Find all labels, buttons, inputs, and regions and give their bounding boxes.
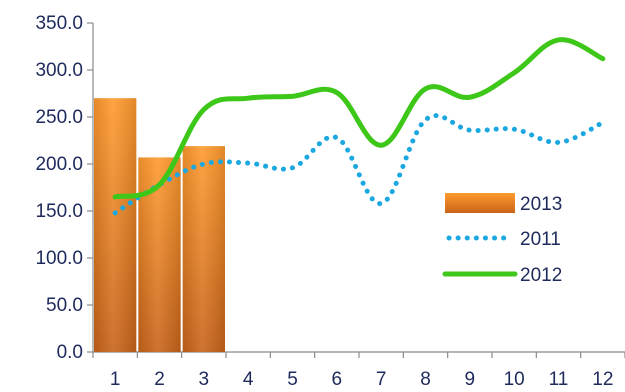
x-tick-label: 5 [287, 369, 298, 390]
line-series-2012 [112, 37, 606, 200]
legend-label: 2013 [520, 194, 562, 215]
x-tick-label: 3 [199, 369, 210, 390]
y-tick-label: 50.0 [46, 295, 83, 316]
legend: 2013 2011 2012 [442, 193, 562, 286]
y-tick-label: 150.0 [35, 201, 83, 222]
y-tick-label: 200.0 [35, 154, 83, 175]
line-series-group [112, 37, 606, 216]
x-tick-label: 2 [154, 369, 165, 390]
bar-series-2013 [94, 98, 225, 352]
legend-swatch-bar [445, 193, 515, 213]
y-tick-label: 250.0 [35, 107, 83, 128]
x-tick-label: 4 [243, 369, 254, 390]
y-tick-label: 300.0 [35, 60, 83, 81]
bar-shading [94, 98, 137, 352]
bar-shading [138, 157, 181, 352]
y-tick-label: 0.0 [57, 342, 83, 363]
y-tick-label: 350.0 [35, 13, 83, 34]
x-axis: 1 2 3 4 5 6 7 8 9 10 11 12 [92, 351, 625, 390]
x-tick-label: 6 [332, 369, 343, 390]
legend-label: 2012 [520, 265, 562, 286]
bar-shading [182, 146, 225, 352]
x-tick-label: 8 [420, 369, 431, 390]
x-tick-label: 10 [504, 369, 525, 390]
y-tick-label: 100.0 [35, 248, 83, 269]
y-axis: 0.0 50.0 100.0 150.0 200.0 250.0 300.0 350.0 [35, 13, 94, 363]
x-tick-label: 12 [592, 369, 613, 390]
x-tick-label: 1 [110, 369, 121, 390]
line-series-2011 [112, 113, 606, 216]
x-tick-label: 11 [549, 369, 569, 390]
legend-label: 2011 [520, 229, 561, 250]
x-tick-label: 7 [376, 369, 387, 390]
x-tick-label: 9 [465, 369, 476, 390]
